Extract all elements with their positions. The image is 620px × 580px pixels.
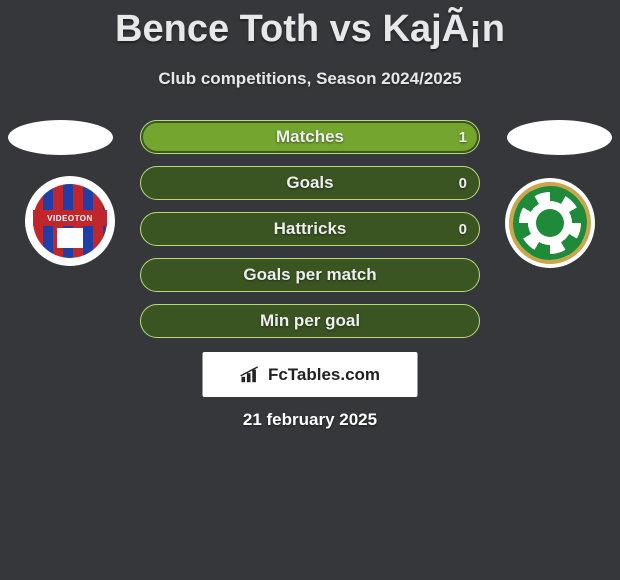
stat-label: Hattricks [274, 219, 347, 239]
ferencvaros-logo [509, 182, 591, 264]
fctables-label: FcTables.com [268, 365, 380, 385]
bar-chart-icon [240, 366, 262, 384]
stat-row-goals-per-match: Goals per match [140, 258, 480, 292]
stat-row-goals: Goals 0 [140, 166, 480, 200]
stat-value: 0 [459, 175, 467, 192]
stat-label: Min per goal [260, 311, 360, 331]
stat-value: 0 [459, 221, 467, 238]
club-crest-left: VIDEOTON [25, 176, 115, 266]
videoton-band: VIDEOTON [33, 210, 107, 226]
stat-label: Matches [276, 127, 344, 147]
fctables-watermark: FcTables.com [203, 352, 418, 397]
player-left-silhouette [8, 120, 113, 155]
stat-label: Goals per match [243, 265, 376, 285]
stat-value: 1 [459, 129, 467, 146]
videoton-castle-icon [57, 228, 83, 248]
subtitle: Club competitions, Season 2024/2025 [0, 69, 620, 89]
stat-row-matches: Matches 1 [140, 120, 480, 154]
stat-row-hattricks: Hattricks 0 [140, 212, 480, 246]
stats-container: Matches 1 Goals 0 Hattricks 0 Goals per … [140, 120, 480, 350]
stat-label: Goals [286, 173, 333, 193]
footer-date: 21 february 2025 [0, 410, 620, 430]
stat-row-min-per-goal: Min per goal [140, 304, 480, 338]
page-title: Bence Toth vs KajÃ¡n [0, 0, 620, 51]
videoton-logo: VIDEOTON [33, 184, 107, 258]
club-crest-right [505, 178, 595, 268]
player-right-silhouette [507, 120, 612, 155]
